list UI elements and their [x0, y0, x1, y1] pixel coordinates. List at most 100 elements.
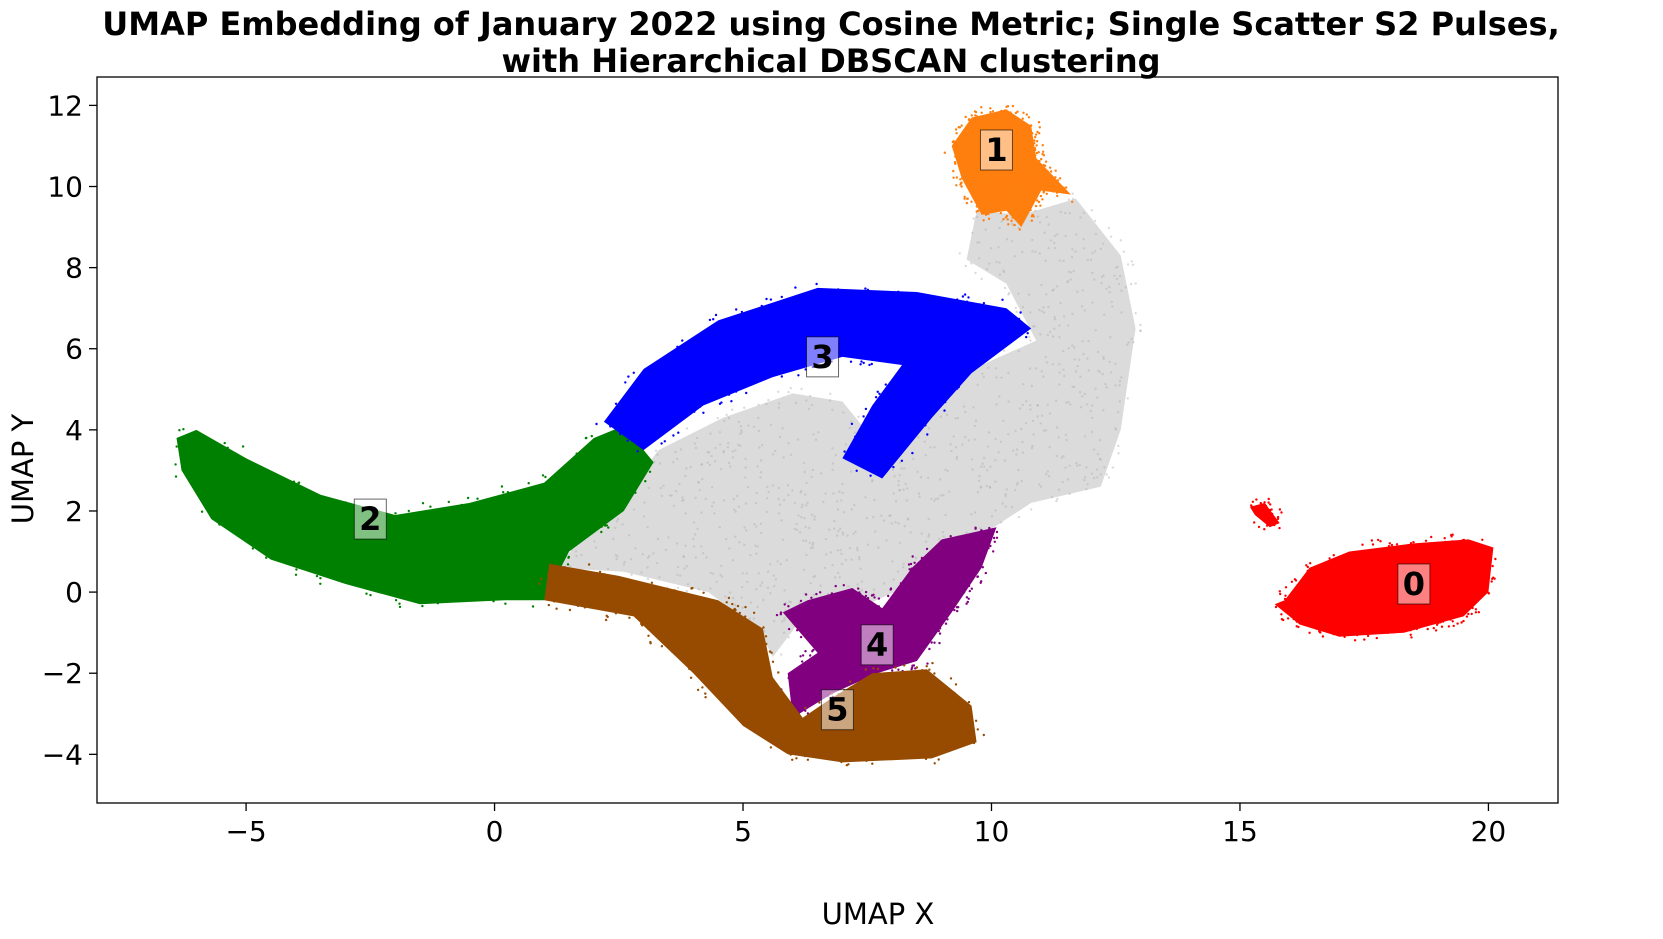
- cluster-5-points-point: [646, 627, 650, 630]
- cluster-2-points-point: [193, 430, 197, 433]
- cluster-5-points-point: [881, 693, 885, 696]
- noise-points-point: [1022, 383, 1025, 386]
- noise-points-point: [766, 570, 770, 573]
- cluster-3-points-point: [741, 335, 744, 338]
- noise-points-point: [647, 486, 650, 490]
- noise-points-point: [758, 446, 761, 449]
- cluster-0-points-point: [1324, 609, 1328, 613]
- cluster-4-points-point: [901, 611, 905, 614]
- cluster-1-points-point: [1050, 170, 1053, 173]
- noise-points-point: [728, 591, 732, 594]
- cluster-0-points-point: [1286, 598, 1289, 602]
- cluster-5-points-point: [926, 746, 930, 750]
- noise-points-point: [695, 436, 699, 440]
- cluster-4-points-point: [836, 675, 839, 679]
- noise-points-point: [643, 501, 646, 504]
- cluster-3-points-point: [989, 321, 992, 325]
- cluster-1-points-point: [1044, 177, 1047, 181]
- noise-points-point: [716, 416, 719, 420]
- cluster-3-points-point: [876, 440, 880, 443]
- cluster-1-points-point: [994, 172, 997, 175]
- noise-points-point: [1034, 209, 1037, 212]
- cluster-2-points-point: [198, 445, 201, 449]
- noise-points-point: [719, 468, 723, 471]
- cluster-4-points-point: [883, 609, 886, 612]
- cluster-3-points-point: [657, 396, 660, 400]
- cluster-1-points-point: [1005, 125, 1008, 129]
- cluster-0-points-point: [1368, 608, 1371, 611]
- noise-points-point: [616, 517, 620, 521]
- cluster-5-points-point: [547, 573, 550, 576]
- cluster-4-points-point: [829, 665, 832, 668]
- noise-points-point: [994, 459, 997, 462]
- noise-points-point: [1134, 312, 1137, 315]
- noise-points-point: [1039, 333, 1042, 336]
- cluster-1-points-point: [970, 121, 974, 124]
- cluster-3-points-point: [684, 380, 687, 383]
- cluster-1-points-point: [977, 175, 980, 179]
- cluster-1-points-point: [980, 111, 983, 115]
- cluster-5-points-point: [884, 746, 887, 749]
- cluster-4-points-point: [825, 633, 828, 636]
- cluster-4-points-point: [847, 618, 850, 621]
- cluster-1-points-point: [1037, 190, 1040, 194]
- cluster-3-points-point: [902, 344, 906, 347]
- noise-points-point: [1114, 428, 1118, 431]
- cluster-1-points-point: [1046, 170, 1050, 174]
- cluster-5-points-point: [953, 691, 956, 695]
- cluster-0-points-point: [1446, 581, 1450, 584]
- cluster-4-points-point: [907, 617, 911, 620]
- noise-points-point: [1100, 282, 1103, 285]
- cluster-4-points-point: [928, 609, 932, 612]
- cluster-3-points-point: [797, 374, 800, 377]
- noise-points-point: [872, 516, 875, 519]
- cluster-0-points-point: [1386, 595, 1390, 599]
- cluster-4-points-point: [909, 606, 912, 609]
- noise-points-point: [1029, 311, 1032, 314]
- noise-points-point: [1030, 384, 1034, 388]
- cluster-5-points-point: [784, 733, 788, 737]
- cluster-2-points-point: [254, 538, 257, 541]
- noise-points-point: [1059, 301, 1062, 305]
- noise-points-point: [810, 475, 813, 479]
- noise-points-point: [831, 468, 834, 471]
- noise-points-point: [1051, 289, 1054, 292]
- cluster-5-points-point: [926, 711, 929, 714]
- cluster-4-points-point: [798, 665, 801, 668]
- cluster-0-satellite-point: [1263, 501, 1266, 504]
- cluster-2-points-point: [498, 540, 501, 543]
- cluster-3-points-point: [672, 434, 675, 437]
- noise-points-point: [1045, 472, 1048, 476]
- noise-points-point: [1094, 232, 1098, 236]
- cluster-4-points-point: [914, 578, 917, 582]
- cluster-4-points-point: [815, 604, 818, 607]
- cluster-2-points-point: [317, 495, 320, 498]
- cluster-5-points-point: [640, 596, 643, 600]
- cluster-0-points-point: [1451, 620, 1454, 623]
- cluster-3-points-point: [618, 432, 622, 436]
- noise-points-point: [1067, 347, 1071, 350]
- cluster-2-points-point: [229, 451, 233, 454]
- noise-points-point: [1090, 472, 1094, 475]
- cluster-3-points-point: [709, 333, 712, 336]
- cluster-0-points-point: [1458, 565, 1462, 568]
- noise-points-point: [1053, 234, 1057, 237]
- noise-points-point: [939, 494, 942, 497]
- noise-points-point: [1099, 458, 1102, 461]
- noise-points-point: [709, 587, 712, 590]
- cluster-1-points-point: [1041, 180, 1045, 183]
- cluster-2-points-point: [339, 523, 342, 526]
- cluster-2-points-point: [400, 536, 403, 539]
- cluster-3-points-point: [628, 408, 631, 412]
- cluster-5-points-point: [650, 581, 654, 584]
- noise-points-point: [722, 450, 725, 453]
- cluster-2-points-point: [585, 436, 588, 440]
- noise-points-point: [860, 580, 864, 583]
- cluster-5-points-point: [923, 675, 926, 679]
- cluster-0-points-point: [1402, 610, 1405, 613]
- cluster-4-points-point: [856, 616, 860, 619]
- cluster-0-points-point: [1379, 624, 1382, 627]
- noise-points-point: [1087, 369, 1091, 372]
- cluster-2-points-point: [481, 548, 485, 552]
- cluster-4-points-point: [891, 669, 894, 672]
